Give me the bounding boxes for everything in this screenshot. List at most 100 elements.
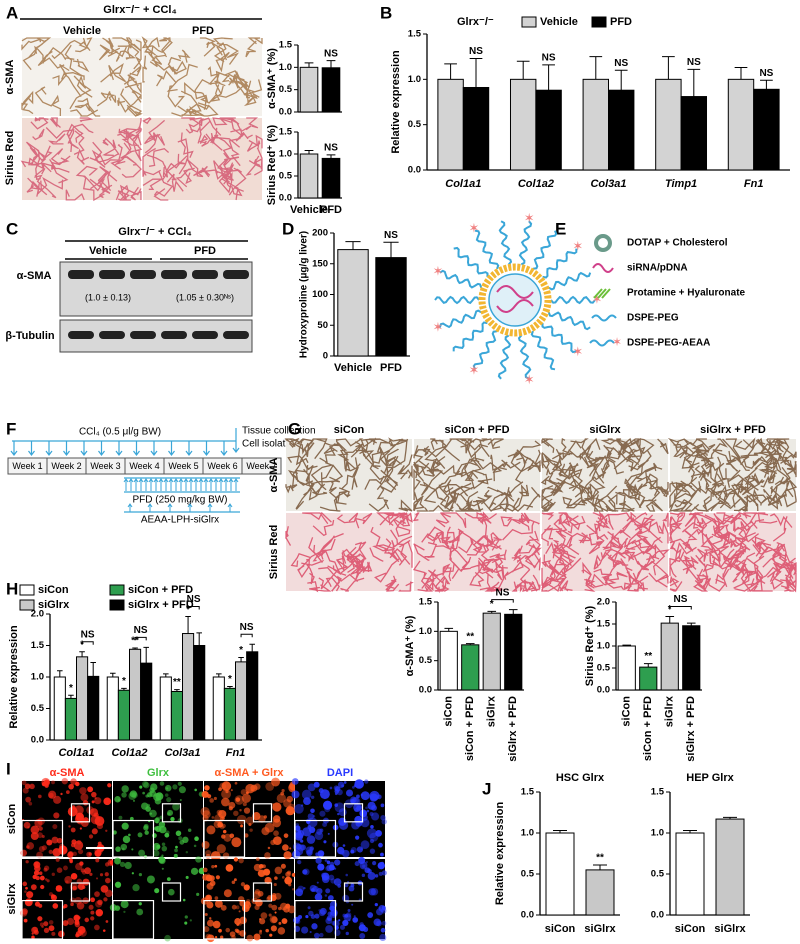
signal — [253, 863, 262, 872]
signal — [57, 930, 65, 938]
bar — [535, 89, 562, 171]
signal — [129, 790, 137, 798]
significance: NS — [187, 594, 201, 605]
y-tick-label: 0.0 — [279, 193, 292, 204]
signal — [90, 910, 95, 915]
legend-icon — [591, 314, 617, 322]
bar — [140, 662, 153, 741]
signal — [172, 802, 180, 811]
y-tick-label: 1.5 — [597, 619, 611, 630]
legend-label: DSPE-PEG-AEAA — [627, 338, 710, 349]
signal — [74, 919, 80, 926]
error-bar — [121, 687, 127, 691]
y-axis-label: Sirius Red⁺ (%) — [584, 605, 596, 686]
signal — [314, 893, 323, 901]
signal — [206, 825, 216, 835]
signal — [366, 828, 377, 839]
signal — [319, 789, 330, 800]
signal — [52, 848, 61, 857]
panel-label: A — [6, 3, 18, 22]
signal — [319, 907, 327, 915]
legend-label: Vehicle — [540, 16, 578, 28]
signal — [231, 880, 236, 885]
signal — [121, 785, 129, 793]
signal — [235, 929, 240, 934]
signal — [307, 813, 314, 820]
bar — [462, 86, 490, 171]
signal — [143, 781, 150, 789]
signal — [159, 781, 165, 786]
signal — [345, 789, 354, 797]
error-bar — [593, 864, 607, 870]
signal — [338, 820, 349, 830]
y-tick-label: 0.0 — [419, 685, 432, 696]
signal — [70, 778, 77, 785]
signal — [131, 872, 134, 875]
signal — [260, 912, 268, 919]
signal — [77, 849, 84, 855]
week-label: Week 2 — [51, 461, 81, 471]
signal — [154, 888, 160, 894]
signal — [118, 815, 123, 820]
signal — [375, 829, 383, 837]
y-tick-label: 1.0 — [521, 828, 534, 839]
signal — [164, 784, 172, 792]
signal — [115, 846, 121, 852]
signal — [104, 877, 111, 884]
signal — [202, 810, 211, 819]
signal — [38, 871, 43, 876]
row-title: β-Tubulin — [5, 330, 55, 342]
signal — [70, 873, 78, 880]
signal — [307, 906, 311, 910]
signal — [276, 793, 286, 803]
signal — [313, 781, 320, 788]
peg-chain — [498, 220, 513, 266]
signal — [190, 867, 199, 875]
x-tick-label: siGlrx + PFD — [507, 696, 519, 762]
group-title: PFD — [194, 245, 216, 257]
signal — [354, 861, 360, 867]
dose-arrow — [233, 478, 239, 491]
signal — [182, 836, 189, 844]
error-bar — [304, 149, 314, 154]
signal — [303, 886, 306, 890]
signal — [41, 835, 45, 839]
signal — [89, 808, 99, 817]
error-bar — [553, 830, 567, 833]
row-title: Sirius Red — [268, 525, 280, 579]
signal — [277, 927, 286, 935]
dose-arrow — [150, 441, 158, 456]
signal — [307, 783, 316, 792]
signal — [138, 849, 146, 857]
signal — [253, 933, 261, 941]
signal — [338, 808, 347, 817]
signal — [374, 874, 379, 878]
tissue-texture — [20, 116, 143, 202]
signal — [26, 891, 34, 899]
signal — [173, 853, 178, 858]
inset-box — [294, 899, 337, 940]
signal — [347, 909, 351, 912]
tissue-texture — [669, 511, 797, 593]
signal — [23, 821, 31, 829]
signal — [352, 786, 355, 789]
error-bar — [345, 241, 361, 250]
signal — [259, 929, 262, 933]
peg-chain — [439, 269, 483, 289]
y-axis-label: α-SMA⁺ (%) — [266, 48, 278, 109]
significance: NS — [134, 625, 148, 636]
signal — [301, 926, 309, 934]
end-arrow — [232, 428, 240, 453]
signal — [246, 791, 249, 795]
signal — [242, 802, 247, 807]
signal — [112, 830, 117, 835]
signal — [121, 822, 129, 830]
dose-arrow — [213, 478, 219, 491]
signal — [194, 836, 199, 841]
peg-chain — [434, 295, 480, 305]
signal — [223, 889, 232, 898]
aeaa-ligand: ✶ — [469, 220, 480, 235]
signal — [324, 859, 328, 862]
bar — [235, 661, 248, 741]
signal — [48, 792, 54, 799]
